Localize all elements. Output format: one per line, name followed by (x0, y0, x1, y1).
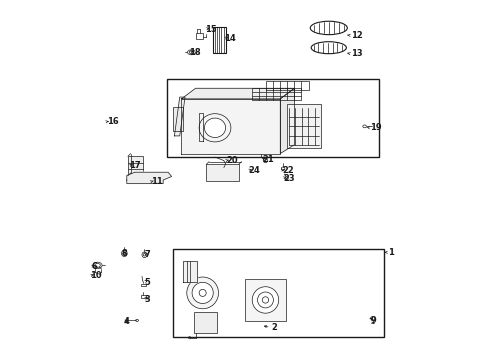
Bar (266, 81, 309, 90)
Text: 18: 18 (189, 48, 201, 57)
Text: 17: 17 (128, 161, 140, 170)
Text: 12: 12 (351, 31, 363, 40)
Text: 9: 9 (370, 316, 376, 325)
Bar (168, 80, 379, 157)
Bar (141, 284, 146, 286)
Text: 8: 8 (122, 249, 127, 258)
Ellipse shape (199, 114, 231, 142)
Text: 23: 23 (283, 174, 294, 183)
Ellipse shape (192, 282, 213, 303)
Bar (252, 88, 301, 100)
Bar (287, 104, 321, 148)
Polygon shape (174, 97, 185, 136)
Text: 14: 14 (224, 34, 236, 43)
Text: 20: 20 (227, 156, 238, 165)
Text: 7: 7 (145, 249, 150, 258)
Bar (194, 312, 217, 333)
Text: 2: 2 (271, 323, 277, 332)
Text: 5: 5 (145, 278, 150, 287)
Bar (213, 27, 226, 53)
Text: 6: 6 (92, 262, 98, 271)
Bar (172, 107, 183, 131)
Polygon shape (280, 88, 294, 154)
Text: 11: 11 (151, 177, 163, 186)
Bar (141, 295, 146, 298)
Bar (245, 279, 286, 321)
Ellipse shape (204, 118, 225, 138)
Bar (196, 32, 203, 39)
Bar (128, 156, 143, 176)
Ellipse shape (252, 287, 279, 313)
Text: 3: 3 (145, 295, 150, 304)
Text: 19: 19 (370, 123, 382, 132)
Text: 10: 10 (90, 271, 101, 280)
Text: 24: 24 (248, 166, 260, 175)
Polygon shape (181, 99, 280, 154)
Polygon shape (181, 88, 294, 99)
Polygon shape (127, 172, 172, 184)
Text: 4: 4 (123, 317, 129, 325)
Polygon shape (183, 261, 197, 282)
Text: 21: 21 (262, 155, 274, 164)
Bar (172, 249, 384, 337)
Text: 16: 16 (107, 117, 119, 126)
Bar (206, 165, 239, 181)
Text: 22: 22 (282, 166, 294, 175)
Text: 13: 13 (351, 49, 363, 58)
Text: 15: 15 (205, 24, 217, 33)
Text: 1: 1 (388, 248, 394, 257)
Ellipse shape (187, 277, 219, 309)
